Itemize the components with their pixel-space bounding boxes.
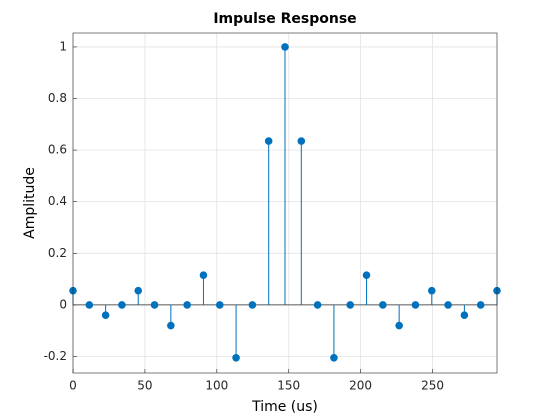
chart-title: Impulse Response bbox=[213, 11, 356, 27]
stem-marker bbox=[199, 271, 208, 280]
stem-marker bbox=[85, 301, 94, 309]
stem-marker bbox=[330, 353, 338, 362]
x-tick-label: 0 bbox=[69, 379, 77, 393]
x-tick-label: 200 bbox=[349, 379, 372, 393]
axes-box bbox=[72, 32, 498, 374]
stem-marker bbox=[346, 301, 355, 309]
stem-marker bbox=[460, 311, 469, 320]
y-tick-label: 0.4 bbox=[48, 194, 67, 208]
stem-marker bbox=[427, 286, 436, 295]
stem-marker bbox=[264, 137, 273, 145]
stem-marker bbox=[134, 286, 143, 295]
x-tick-label: 100 bbox=[205, 379, 228, 393]
y-tick-label: 0.8 bbox=[48, 91, 67, 105]
stem-marker bbox=[476, 301, 485, 309]
x-axis-label: Time (us) bbox=[251, 399, 318, 415]
stem-marker bbox=[101, 311, 110, 320]
y-tick-label: -0.2 bbox=[44, 349, 67, 363]
stem-marker bbox=[118, 301, 126, 309]
stem-marker bbox=[395, 321, 403, 330]
stem-marker bbox=[232, 353, 240, 362]
stem-marker bbox=[183, 301, 191, 309]
stem-marker bbox=[362, 271, 371, 280]
x-tick-label: 150 bbox=[277, 379, 300, 393]
stem-marker bbox=[444, 301, 452, 309]
stem-marker bbox=[150, 301, 159, 309]
stem-marker bbox=[248, 301, 257, 309]
y-tick-label: 0 bbox=[59, 297, 67, 311]
y-tick-label: 1 bbox=[59, 39, 67, 53]
x-tick-label: 250 bbox=[421, 379, 444, 393]
stem-marker bbox=[313, 301, 322, 309]
stem-marker bbox=[281, 43, 289, 51]
stem-marker bbox=[411, 301, 420, 309]
stem-marker bbox=[215, 301, 224, 309]
y-tick-label: 0.6 bbox=[48, 143, 67, 157]
stem-marker bbox=[379, 301, 387, 309]
stem-marker bbox=[167, 321, 175, 330]
y-axis-label: Amplitude bbox=[22, 167, 38, 239]
x-tick-label: 50 bbox=[137, 379, 152, 393]
stem-marker bbox=[297, 137, 306, 145]
y-tick-label: 0.2 bbox=[48, 246, 67, 260]
